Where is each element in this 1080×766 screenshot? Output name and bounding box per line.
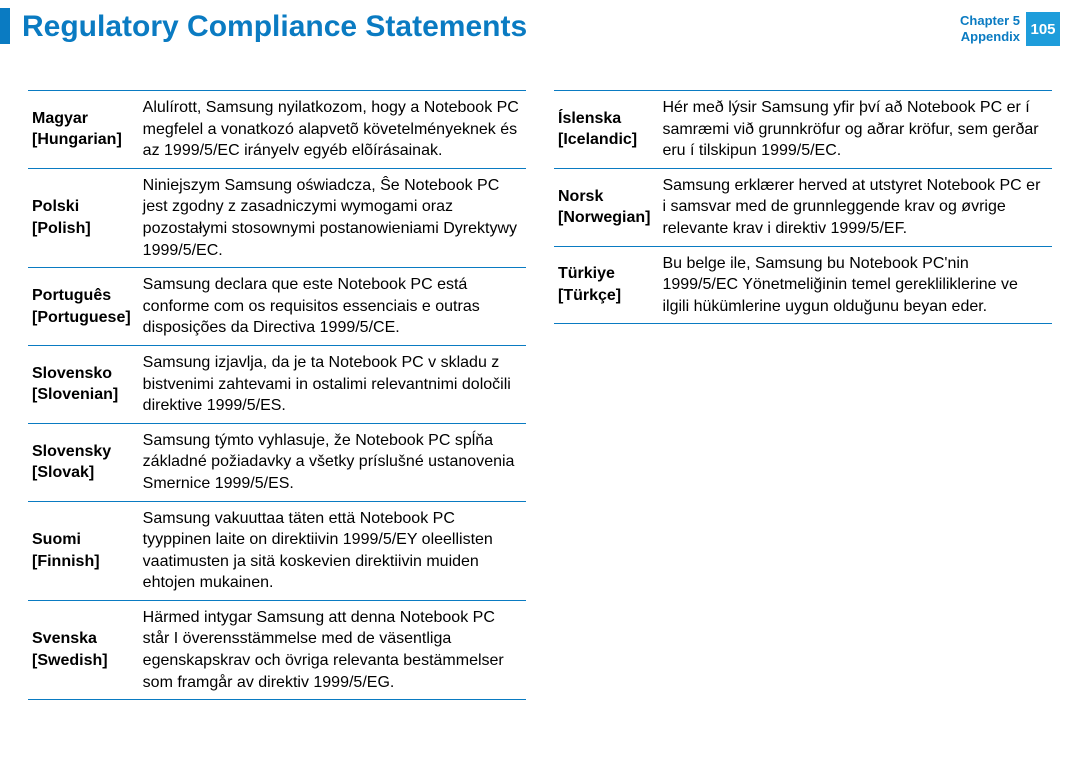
language-label: Íslenska [Icelandic] (554, 91, 658, 169)
table-row: Íslenska [Icelandic] Hér með lýsir Samsung… (554, 91, 1052, 169)
language-native: Slovensky (32, 443, 111, 460)
language-native: Türkiye (558, 265, 615, 282)
language-label: Svenska [Swedish] (28, 600, 139, 699)
language-native: Suomi (32, 531, 81, 548)
table-row: Norsk [Norwegian] Samsung erklærer herved … (554, 168, 1052, 246)
language-native: Íslenska (558, 110, 621, 127)
header-left: Regulatory Compliance Statements (0, 8, 527, 44)
language-english: [Slovenian] (32, 384, 131, 406)
language-english: [Norwegian] (558, 207, 650, 229)
language-native: Slovensko (32, 365, 112, 382)
language-english: [Finnish] (32, 551, 131, 573)
language-english: [Icelandic] (558, 129, 650, 151)
language-english: [Polish] (32, 218, 131, 240)
chapter-line1: Chapter 5 (960, 13, 1020, 29)
language-english: [Türkçe] (558, 285, 650, 307)
page-header: Regulatory Compliance Statements Chapter… (0, 0, 1080, 46)
statement-text: Alulírott, Samsung nyilatkozom, hogy a N… (139, 91, 526, 169)
compliance-table-right: Íslenska [Icelandic] Hér með lýsir Samsung… (554, 90, 1052, 324)
page-title: Regulatory Compliance Statements (22, 10, 527, 43)
language-english: [Swedish] (32, 650, 131, 672)
table-row: Suomi [Finnish] Samsung vakuuttaa täten et… (28, 501, 526, 600)
table-row: Português [Portuguese] Samsung declara que… (28, 268, 526, 346)
statement-text: Bu belge ile, Samsung bu Notebook PC'nin… (658, 246, 1052, 324)
statement-text: Hér með lýsir Samsung yfir því að Notebo… (658, 91, 1052, 169)
language-label: Türkiye [Türkçe] (554, 246, 658, 324)
language-label: Slovensko [Slovenian] (28, 345, 139, 423)
statement-text: Niniejszym Samsung oświadcza, Ŝe Noteboo… (139, 168, 526, 267)
table-row: Türkiye [Türkçe] Bu belge ile, Samsung bu … (554, 246, 1052, 324)
compliance-table-left: Magyar [Hungarian] Alulírott, Samsung nyil… (28, 90, 526, 700)
page-number-badge: 105 (1026, 12, 1060, 46)
chapter-info: Chapter 5 Appendix (960, 13, 1020, 44)
language-english: [Portuguese] (32, 307, 131, 329)
language-native: Magyar (32, 110, 88, 127)
table-row: Slovensky [Slovak] Samsung týmto vyhlasuje… (28, 423, 526, 501)
statement-text: Samsung erklærer herved at utstyret Note… (658, 168, 1052, 246)
language-label: Português [Portuguese] (28, 268, 139, 346)
language-english: [Hungarian] (32, 129, 131, 151)
statement-text: Härmed intygar Samsung att denna Noteboo… (139, 600, 526, 699)
language-native: Norsk (558, 188, 603, 205)
table-row: Magyar [Hungarian] Alulírott, Samsung nyil… (28, 91, 526, 169)
language-label: Slovensky [Slovak] (28, 423, 139, 501)
language-label: Magyar [Hungarian] (28, 91, 139, 169)
language-label: Polski [Polish] (28, 168, 139, 267)
table-row: Polski [Polish] Niniejszym Samsung oświadc… (28, 168, 526, 267)
left-column: Magyar [Hungarian] Alulírott, Samsung nyil… (28, 90, 526, 700)
language-native: Polski (32, 198, 79, 215)
statement-text: Samsung declara que este Notebook PC est… (139, 268, 526, 346)
statement-text: Samsung vakuuttaa täten että Notebook PC… (139, 501, 526, 600)
content-area: Magyar [Hungarian] Alulírott, Samsung nyil… (0, 46, 1080, 700)
table-row: Slovensko [Slovenian] Samsung izjavlja, da… (28, 345, 526, 423)
statement-text: Samsung izjavlja, da je ta Notebook PC v… (139, 345, 526, 423)
header-right: Chapter 5 Appendix 105 (960, 8, 1080, 46)
right-column: Íslenska [Icelandic] Hér með lýsir Samsung… (554, 90, 1052, 700)
language-native: Português (32, 287, 111, 304)
language-native: Svenska (32, 630, 97, 647)
accent-bar (0, 8, 10, 44)
language-english: [Slovak] (32, 462, 131, 484)
statement-text: Samsung týmto vyhlasuje, že Notebook PC … (139, 423, 526, 501)
chapter-line2: Appendix (960, 29, 1020, 45)
language-label: Norsk [Norwegian] (554, 168, 658, 246)
language-label: Suomi [Finnish] (28, 501, 139, 600)
table-row: Svenska [Swedish] Härmed intygar Samsung a… (28, 600, 526, 699)
